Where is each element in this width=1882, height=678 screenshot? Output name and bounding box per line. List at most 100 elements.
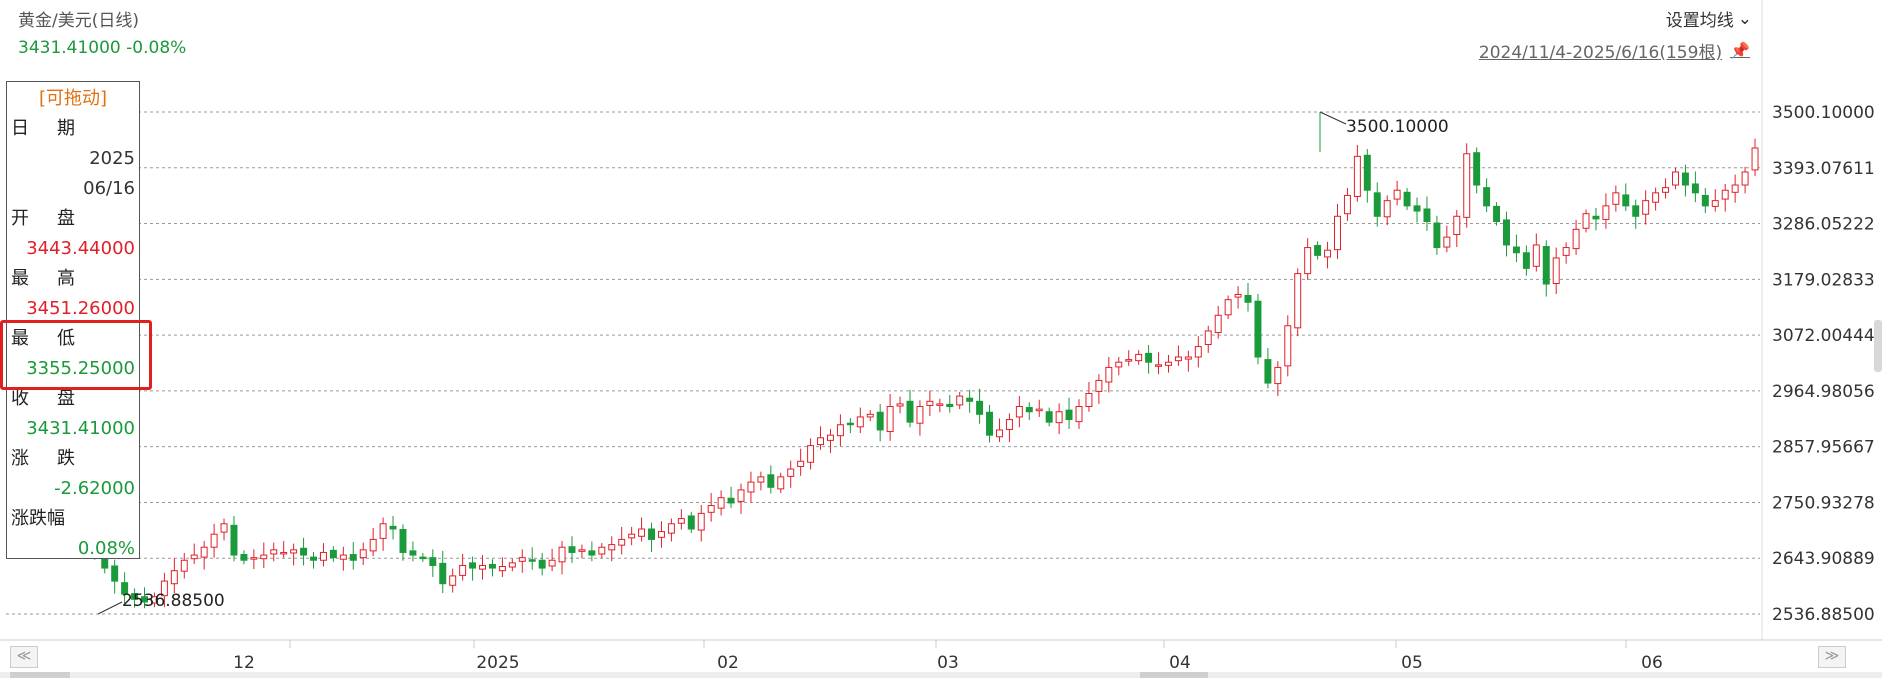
- candle-body: [1343, 194, 1351, 215]
- horizontal-scrollbar[interactable]: [0, 672, 1882, 678]
- pct-label: 涨跌幅: [11, 508, 65, 529]
- pct-value: 0.08%: [77, 538, 135, 559]
- candle-body: [1522, 252, 1530, 269]
- x-tick-label: 04: [1169, 653, 1191, 673]
- candle-body: [1393, 189, 1401, 200]
- scroll-right-button[interactable]: ≫: [1818, 646, 1846, 668]
- candle-body: [210, 533, 218, 548]
- candle-body: [1105, 366, 1113, 383]
- low-value: 3355.25000: [26, 358, 135, 379]
- candle-body: [1145, 352, 1153, 363]
- candle-body: [956, 395, 964, 406]
- candle-body: [319, 551, 327, 561]
- drag-hint[interactable]: [可拖动]: [38, 88, 108, 109]
- change-label: 涨跌: [11, 448, 103, 469]
- candle-body: [787, 468, 795, 477]
- candle-body: [1334, 215, 1341, 251]
- date-range-label: 2024/11/4-2025/6/16(159根): [1478, 43, 1723, 63]
- candle-body: [270, 549, 278, 555]
- scrollbar-thumb-left[interactable]: [10, 672, 70, 678]
- candle-body: [737, 489, 745, 502]
- candle-body: [1672, 171, 1679, 186]
- scroll-left-button[interactable]: ≪: [10, 646, 38, 668]
- candle-body: [1005, 419, 1013, 430]
- candle-body: [588, 550, 596, 556]
- candle-body: [1602, 205, 1610, 220]
- candle-body: [399, 529, 407, 553]
- close-value: 3431.41000: [26, 418, 135, 439]
- candle-body: [121, 582, 129, 595]
- candle-body: [1503, 219, 1510, 246]
- candle-body: [1304, 247, 1312, 275]
- candle-body: [1324, 249, 1332, 258]
- candle-body: [359, 549, 367, 559]
- ohlc-info-panel[interactable]: [可拖动] 日期 2025 06/16 开盘 3443.44000 最高 345…: [6, 81, 140, 559]
- candle-body: [1423, 208, 1431, 222]
- y-tick-label: 3393.07611: [1772, 159, 1875, 179]
- candle-body: [1662, 187, 1670, 193]
- candle-body: [1025, 407, 1033, 413]
- candle-body: [1572, 228, 1580, 250]
- candle-body: [767, 474, 775, 488]
- y-tick-label: 3286.05222: [1772, 215, 1875, 235]
- candle-body: [1741, 171, 1749, 186]
- candle-body: [578, 549, 586, 552]
- low-label: 最低: [11, 328, 103, 349]
- candle-body: [449, 575, 457, 586]
- candle-body: [240, 554, 248, 561]
- candle-body: [1413, 205, 1421, 212]
- y-tick-label: 3072.00444: [1772, 326, 1875, 346]
- candle-body: [339, 554, 347, 560]
- candle-body: [131, 593, 139, 600]
- candle-body: [846, 422, 854, 426]
- date-monthday: 06/16: [83, 178, 135, 199]
- candle-body: [180, 559, 188, 572]
- candle-body: [1045, 411, 1053, 423]
- candle-body: [856, 416, 864, 428]
- date-range-link[interactable]: 2024/11/4-2025/6/16(159根) 📌: [1479, 38, 1750, 63]
- candle-body: [757, 476, 765, 483]
- x-tick-label: 05: [1401, 653, 1423, 673]
- candle-body: [1274, 366, 1282, 385]
- candle-body: [657, 531, 665, 538]
- right-resize-handle[interactable]: [1874, 320, 1882, 372]
- candle-body: [826, 434, 834, 441]
- candle-body: [230, 524, 238, 556]
- candle-body: [1373, 192, 1381, 217]
- scrollbar-thumb-mid[interactable]: [1140, 672, 1208, 678]
- x-tick-label: 03: [937, 653, 959, 673]
- candle-body: [777, 476, 785, 490]
- y-tick-label: 2536.88500: [1772, 605, 1875, 625]
- moving-average-settings-button[interactable]: 设置均线 ⌄: [1666, 6, 1752, 32]
- candle-body: [220, 523, 228, 533]
- candle-body: [329, 549, 337, 559]
- instrument-title: 黄金/美元(日线): [18, 11, 139, 31]
- candle-body: [986, 411, 994, 436]
- candle-body: [608, 544, 616, 551]
- candle-body: [1681, 172, 1689, 186]
- y-tick-label: 2964.98056: [1772, 382, 1875, 402]
- candle-body: [687, 515, 695, 530]
- candle-body: [389, 525, 397, 530]
- candle-body: [896, 403, 904, 407]
- candle-body: [976, 400, 984, 415]
- close-label: 收盘: [11, 388, 103, 409]
- candle-body: [568, 546, 576, 553]
- candle-body: [618, 538, 626, 546]
- candle-body: [1174, 356, 1182, 362]
- candle-body: [1532, 244, 1540, 267]
- candle-body: [1214, 314, 1222, 334]
- candle-body: [1164, 361, 1172, 366]
- candle-body: [1582, 213, 1590, 229]
- candle-body: [727, 497, 735, 504]
- min-annotation-arrow: [97, 601, 123, 615]
- candle-body: [1463, 153, 1471, 218]
- candle-body: [946, 403, 954, 408]
- candle-body: [1632, 205, 1640, 217]
- candle-body: [1254, 300, 1262, 358]
- candle-body: [488, 563, 496, 569]
- candle-body: [1592, 215, 1600, 220]
- candle-body: [170, 570, 178, 585]
- pin-icon[interactable]: 📌: [1730, 41, 1750, 60]
